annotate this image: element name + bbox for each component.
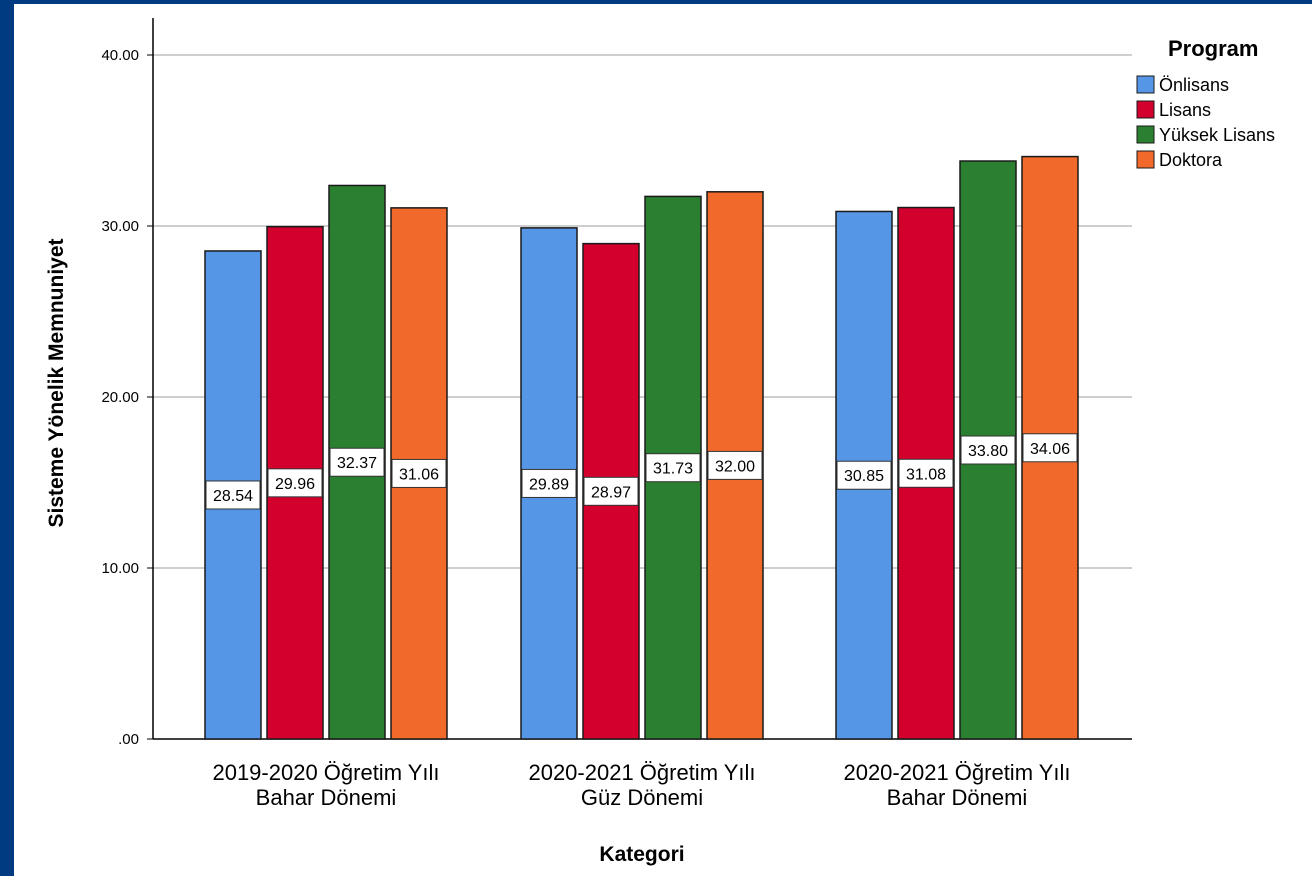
- legend-swatch: [1136, 100, 1155, 119]
- data-label-box: [391, 458, 447, 488]
- data-label: 29.89: [529, 476, 569, 493]
- x-axis-title: Kategori: [599, 843, 684, 866]
- data-label: 33.80: [968, 443, 1008, 460]
- bar-chart: 28.54 29.96 32.37 31.06 29.89 28.97 31.73 32.00…: [45, 18, 1275, 866]
- data-label: 32.37: [337, 455, 377, 472]
- data-label-box: [521, 468, 577, 498]
- y-tick-label: 10.00: [101, 560, 139, 577]
- x-category-label: Bahar Dönemi: [887, 785, 1028, 810]
- data-label-box: [836, 460, 892, 490]
- data-label-box: [205, 480, 261, 510]
- legend-title: Program: [1168, 36, 1258, 61]
- data-label: 31.08: [906, 466, 946, 483]
- data-labels: 28.54 29.96 32.37 31.06 29.89 28.97 31.73 32.00…: [205, 433, 1078, 510]
- data-label: 31.06: [399, 466, 439, 483]
- legend: Program Önlisans Lisans Yüksek Lisans Dokto…: [1136, 36, 1275, 170]
- x-category-label: 2020-2021 Öğretim Yılı: [528, 760, 755, 785]
- data-label-box: [960, 435, 1016, 465]
- x-category-label: Güz Dönemi: [581, 785, 703, 810]
- legend-swatch: [1136, 150, 1155, 169]
- data-label-box: [898, 458, 954, 488]
- legend-swatch: [1136, 75, 1155, 94]
- x-category-label: 2020-2021 Öğretim Yılı: [843, 760, 1070, 785]
- y-tick-label: 20.00: [101, 389, 139, 406]
- data-label: 30.85: [844, 468, 884, 485]
- legend-swatch: [1136, 125, 1155, 144]
- y-tick-label: 30.00: [101, 218, 139, 235]
- data-label-box: [267, 468, 323, 498]
- x-category-label: Bahar Dönemi: [256, 785, 397, 810]
- data-label: 28.97: [591, 484, 631, 501]
- y-axis-title: Sisteme Yönelik Memnuniyet: [45, 238, 68, 527]
- data-label-box: [707, 450, 763, 480]
- y-tick-label: .00: [118, 731, 139, 748]
- x-category-label: 2019-2020 Öğretim Yılı: [212, 760, 439, 785]
- legend-label: Yüksek Lisans: [1159, 125, 1275, 145]
- data-label: 29.96: [275, 476, 315, 493]
- data-label: 31.73: [653, 461, 693, 478]
- data-label: 34.06: [1030, 441, 1070, 458]
- legend-label: Doktora: [1159, 150, 1223, 170]
- legend-label: Önlisans: [1159, 75, 1229, 95]
- data-label-box: [1022, 433, 1078, 463]
- y-tick-labels: .00 10.00 20.00 30.00 40.00: [101, 47, 139, 748]
- data-label: 32.00: [715, 458, 755, 475]
- data-label-box: [329, 447, 385, 477]
- data-label-box: [583, 476, 639, 506]
- legend-label: Lisans: [1159, 100, 1211, 120]
- data-label-box: [645, 453, 701, 483]
- y-tick-label: 40.00: [101, 47, 139, 64]
- data-label: 28.54: [213, 488, 253, 505]
